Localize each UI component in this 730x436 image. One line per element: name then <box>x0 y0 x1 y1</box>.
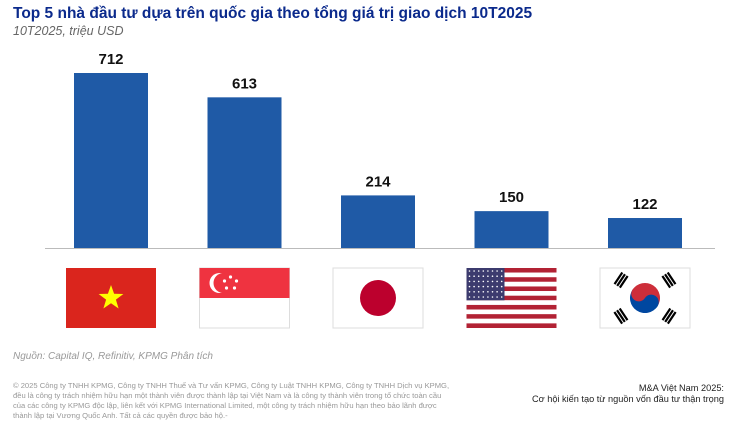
bar <box>608 218 682 248</box>
bar <box>74 73 148 248</box>
data-label: 214 <box>365 173 391 190</box>
report-title-line2: Cơ hội kiến tạo từ nguồn vốn đầu tư thận… <box>532 394 724 404</box>
bar-chart: 712 613 214 150 122 <box>45 51 715 329</box>
data-label: 122 <box>632 196 657 213</box>
report-title-line1: M&A Việt Nam 2025: <box>638 383 724 393</box>
bar <box>474 211 549 248</box>
bar <box>341 195 415 248</box>
singapore-flag-icon <box>199 267 290 329</box>
japan-flag-icon <box>332 267 424 329</box>
vietnam-flag-icon <box>66 268 156 328</box>
report-title: M&A Việt Nam 2025: Cơ hội kiến tạo từ ng… <box>532 383 724 405</box>
bar <box>207 97 282 249</box>
chart-subtitle: 10T2025, triệu USD <box>13 24 124 38</box>
data-label: 613 <box>232 75 257 92</box>
source-note: Nguồn: Capital IQ, Refinitiv, KPMG Phân … <box>13 351 213 362</box>
data-label: 150 <box>499 189 524 206</box>
chart-title: Top 5 nhà đầu tư dựa trên quốc gia theo … <box>13 5 533 22</box>
usa-flag-icon <box>466 268 557 328</box>
south-korea-flag-icon <box>599 267 691 329</box>
copyright-text: © 2025 Công ty TNHH KPMG, Công ty TNHH T… <box>13 381 450 420</box>
data-label: 712 <box>98 51 123 68</box>
